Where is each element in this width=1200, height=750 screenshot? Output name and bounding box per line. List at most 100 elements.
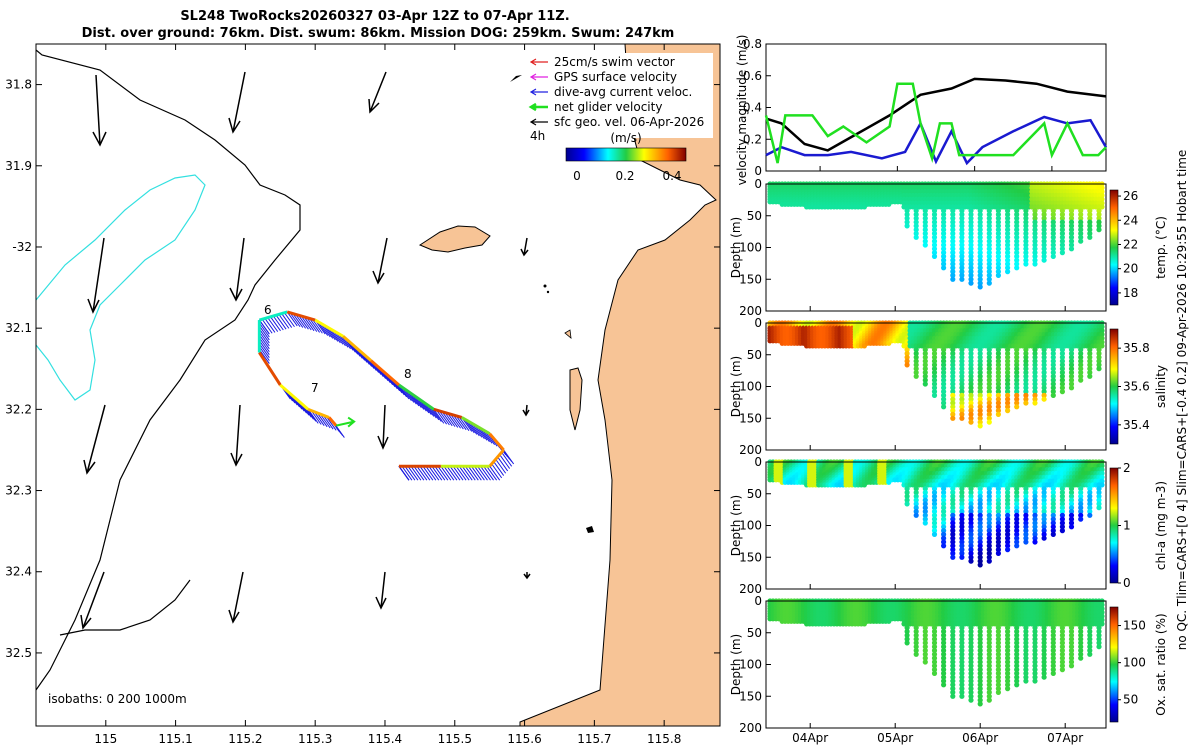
section-point xyxy=(1014,524,1020,530)
section-point xyxy=(950,250,956,256)
section-point xyxy=(950,415,956,421)
section-point xyxy=(968,693,974,699)
section-point xyxy=(950,400,956,406)
section-point xyxy=(1078,489,1084,496)
section-point xyxy=(922,234,928,240)
section-point xyxy=(1078,215,1084,221)
map-xtick-label: 115.3 xyxy=(298,732,332,746)
section-point xyxy=(995,234,1002,240)
section-point xyxy=(995,269,1002,275)
section-ylabel: Depth (m) xyxy=(729,356,743,417)
section-point xyxy=(1014,531,1020,538)
section-point xyxy=(913,208,919,214)
section-point xyxy=(1041,531,1047,538)
section-point xyxy=(1014,682,1020,688)
islet xyxy=(546,290,550,294)
section-point xyxy=(1041,377,1047,383)
colorbar-label: salinity xyxy=(1154,365,1168,408)
section-point xyxy=(941,392,947,398)
section-point xyxy=(1050,647,1056,654)
section-point xyxy=(941,670,947,677)
section-point xyxy=(1041,227,1047,233)
section-point xyxy=(931,516,938,522)
section-point xyxy=(922,366,928,372)
section-point xyxy=(959,497,965,503)
section-point xyxy=(1023,647,1029,654)
section-point xyxy=(977,701,983,707)
section-point xyxy=(1005,362,1011,368)
section-point xyxy=(941,508,947,515)
section-point xyxy=(1096,505,1102,511)
section-point xyxy=(1096,208,1102,214)
section-point xyxy=(922,377,928,383)
section-point xyxy=(977,227,983,233)
section-point xyxy=(931,531,938,538)
section-point xyxy=(959,501,965,507)
section-point xyxy=(977,358,983,364)
current-vector xyxy=(284,312,295,328)
section-point xyxy=(950,377,956,383)
section-point xyxy=(1005,659,1011,665)
section-point xyxy=(959,486,965,492)
section-point xyxy=(1032,647,1038,654)
section-point xyxy=(1059,373,1065,379)
section-point xyxy=(995,246,1002,252)
section-point xyxy=(977,531,983,538)
section-point xyxy=(1014,261,1020,267)
section-point xyxy=(995,354,1002,360)
section-point xyxy=(986,486,992,492)
section-point xyxy=(904,632,910,638)
current-vector xyxy=(455,465,467,481)
section-point xyxy=(941,223,947,229)
colorbar-tick-2: 0.4 xyxy=(662,169,681,183)
section-point xyxy=(1032,362,1038,368)
map-ytick-label: 31.8 xyxy=(5,78,32,92)
current-vector xyxy=(322,414,334,430)
section-point xyxy=(977,543,983,549)
section-point xyxy=(995,524,1002,530)
section-point xyxy=(977,265,983,271)
section-point xyxy=(977,250,983,256)
section-point xyxy=(922,227,928,233)
section-point xyxy=(1078,234,1084,240)
section-point xyxy=(977,284,983,290)
current-vector xyxy=(495,458,507,474)
section-point xyxy=(1014,501,1020,507)
section-point xyxy=(977,369,983,376)
section-point xyxy=(1041,366,1047,372)
section-point xyxy=(1005,501,1011,507)
section-point xyxy=(995,632,1002,638)
section-point xyxy=(977,392,983,398)
map-ytick-label: 32.4 xyxy=(5,565,32,579)
section-point xyxy=(941,215,947,221)
section-point xyxy=(913,362,919,368)
section-point xyxy=(1032,223,1038,229)
section-point xyxy=(1005,347,1011,353)
section-point xyxy=(1078,219,1084,225)
section-point xyxy=(986,516,992,522)
geo-arrow xyxy=(372,237,388,285)
section-point xyxy=(1068,234,1075,240)
section-point xyxy=(959,408,965,414)
section-point xyxy=(1032,670,1038,677)
section-point xyxy=(1099,192,1105,198)
section-point xyxy=(1032,227,1038,233)
section-point xyxy=(1087,512,1093,518)
section-point xyxy=(1005,670,1011,677)
section-point xyxy=(941,377,947,383)
section-point xyxy=(986,505,992,511)
section-point xyxy=(941,636,947,642)
section-point xyxy=(1041,208,1047,214)
coastline-south xyxy=(59,579,191,636)
section-point xyxy=(1023,628,1029,635)
section-point xyxy=(959,524,965,530)
section-point xyxy=(1059,350,1065,357)
section-point xyxy=(986,366,992,372)
section-point xyxy=(1023,520,1029,526)
section-point xyxy=(922,223,928,229)
section-point xyxy=(1032,350,1038,357)
section-point xyxy=(931,358,938,364)
section-point xyxy=(986,227,992,233)
section-point xyxy=(1050,234,1056,240)
